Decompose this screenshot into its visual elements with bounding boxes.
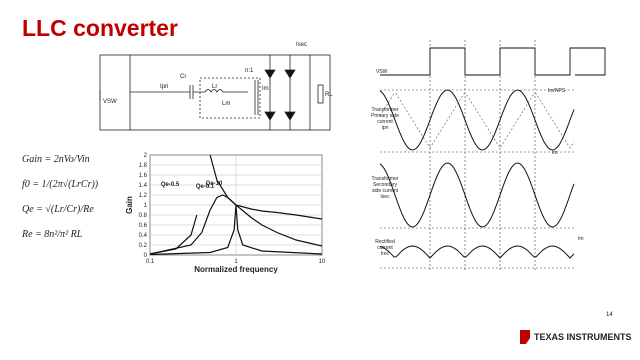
wave-label: Primary side [371, 113, 399, 119]
y-tick-label: 0.2 [139, 243, 148, 249]
circuit-label: Isec [296, 42, 307, 48]
y-tick-label: 0.6 [139, 223, 148, 229]
wave-label: Ipri [382, 125, 389, 131]
equation: Re = 8n²/π² RL [21, 229, 83, 240]
equation: f0 = 1/(2π√(LrCr)) [22, 179, 99, 190]
page-number: 14 [606, 312, 613, 318]
y-tick-label: 1.8 [139, 163, 148, 169]
ti-logo-icon [520, 330, 530, 344]
y-tick-label: 0 [144, 253, 148, 259]
circuit-label: RL [325, 92, 333, 98]
x-tick-label: 0.1 [146, 259, 155, 265]
circuit-label: VSW [103, 99, 117, 105]
x-tick-label: 10 [319, 259, 326, 265]
slide-title: LLC converter [22, 15, 178, 41]
circuit [99, 54, 331, 131]
vsw-wave [380, 47, 606, 76]
curve-label: Qe-0.5 [161, 182, 180, 188]
circuit-label: Ipri [160, 84, 168, 90]
wave-label: Im [578, 236, 584, 242]
x-tick-label: 1 [234, 259, 238, 265]
circuit-labels: Cr Lr Lm n:1 VSW Ipri Isec RL Im [103, 42, 333, 107]
wave-label: Irec [381, 251, 390, 257]
wave-label: Im [552, 150, 558, 156]
gain-curve [150, 194, 322, 255]
wave-label: current [377, 119, 393, 125]
curve-label: Qe-10 [206, 181, 223, 187]
x-axis-label: Normalized frequency [194, 265, 278, 274]
wave-label: Transformer [371, 176, 398, 182]
y-tick-label: 1 [144, 203, 148, 209]
primary-wave [379, 89, 575, 151]
wave-label: Secondary [373, 182, 397, 188]
circuit-label: Im [262, 86, 269, 92]
wave-label: Im/NPS [548, 88, 566, 94]
wave-label: Isec [380, 194, 390, 200]
wave-label: Transformer [371, 107, 398, 113]
rectified-wave [379, 245, 575, 259]
magnetizing-wave [379, 93, 575, 149]
gain-chart: 0 0.2 0.4 0.6 0.8 1 1.2 1.4 1.6 1.8 2 0.1 1 10 Normali… [125, 153, 326, 274]
wave-label: Rectified [375, 239, 395, 245]
circuit-label: Lr [212, 84, 217, 90]
y-tick-label: 0.4 [139, 233, 148, 239]
logo-text: Texas Instruments [534, 332, 632, 342]
circuit-label: n:1 [245, 68, 254, 74]
y-tick-label: 1.2 [139, 193, 148, 199]
equation: Qe = √(Lr/Cr)/Re [22, 204, 94, 215]
gain-curve [150, 204, 322, 255]
wave-label: side current [372, 188, 399, 194]
wave-label: VSW [376, 69, 388, 75]
y-tick-label: 1.4 [139, 183, 148, 189]
curve-label: Qe-0.1 [196, 184, 215, 190]
equations: Gain = 2nVo/Vin f0 = 1/(2π√(LrCr)) Qe = … [21, 154, 99, 240]
secondary-wave [379, 162, 575, 228]
circuit-label: Lm [222, 101, 230, 107]
y-axis-label: Gain [125, 196, 134, 214]
circuit-label: Cr [180, 74, 186, 80]
equation: Gain = 2nVo/Vin [22, 154, 90, 165]
y-tick-label: 2 [144, 153, 148, 159]
wave-label: current [377, 245, 393, 251]
y-tick-label: 1.6 [139, 173, 148, 179]
y-tick-label: 0.8 [139, 213, 148, 219]
